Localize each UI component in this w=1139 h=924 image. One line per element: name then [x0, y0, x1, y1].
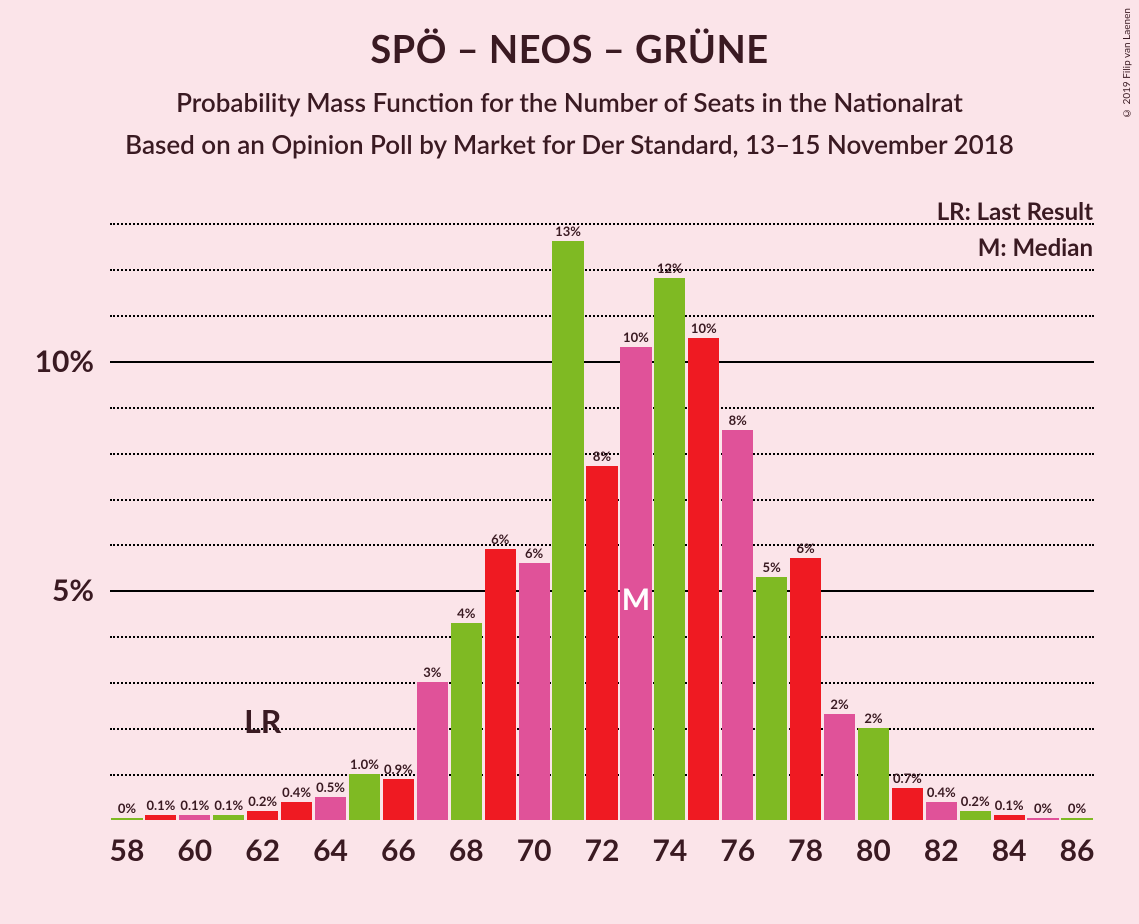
bar: 6% [790, 558, 821, 820]
bar: 2% [858, 728, 889, 820]
bar-value-label: 6% [796, 540, 814, 558]
bar: 5% [756, 577, 787, 820]
bar-value-label: 5% [763, 559, 781, 577]
copyright-text: © 2019 Filip van Laenen [1121, 8, 1133, 119]
bar: 0.1% [994, 815, 1025, 820]
bar: 0% [1027, 818, 1058, 820]
bar-value-label: 10% [691, 320, 717, 338]
bar: 0.4% [281, 802, 312, 820]
x-axis-label: 72 [585, 832, 620, 868]
x-axis-label: 64 [313, 832, 348, 868]
bar-value-label: 0.1% [146, 797, 175, 815]
bar-value-label: 0.7% [893, 770, 922, 788]
bar-value-label: 0% [1068, 800, 1086, 818]
chart-title: SPÖ – NEOS – GRÜNE [0, 0, 1139, 72]
bar-value-label: 6% [525, 545, 543, 563]
bar-value-label: 0.1% [214, 797, 243, 815]
bar: 6% [485, 549, 516, 820]
x-axis-label: 82 [924, 832, 959, 868]
bar: 13% [552, 241, 583, 820]
bar: 0.1% [145, 815, 176, 820]
bar-value-label: 1.0% [350, 756, 379, 774]
x-axis-label: 66 [381, 832, 416, 868]
bar-value-label: 6% [491, 531, 509, 549]
bar-value-label: 13% [555, 223, 581, 241]
x-axis-label: 60 [177, 832, 212, 868]
bar-value-label: 0.4% [282, 784, 311, 802]
annotation-last-result: LR [244, 701, 281, 740]
bar-value-label: 3% [423, 664, 441, 682]
annotation-median: M [622, 581, 650, 617]
x-axis-label: 78 [788, 832, 823, 868]
chart-plot-area: 0%0.1%0.1%0.1%0.2%0.4%0.5%1.0%0.9%3%4%6%… [110, 200, 1094, 820]
x-axis-label: 68 [449, 832, 484, 868]
bar-value-label: 2% [864, 710, 882, 728]
bar-value-label: 2% [830, 696, 848, 714]
y-axis-label: 10% [35, 343, 94, 379]
bar-value-label: 4% [457, 605, 475, 623]
bar: 0.1% [213, 815, 244, 820]
chart-subtitle-1: Probability Mass Function for the Number… [0, 72, 1139, 118]
bar: 3% [417, 682, 448, 820]
x-axis-label: 86 [1060, 832, 1095, 868]
bar: 1.0% [349, 774, 380, 820]
bar-value-label: 0.1% [180, 797, 209, 815]
bar: 0.2% [960, 811, 991, 820]
x-axis-label: 70 [517, 832, 552, 868]
x-axis-label: 58 [110, 832, 145, 868]
x-axis-label: 84 [992, 832, 1027, 868]
bar: 0.5% [315, 797, 346, 820]
bar: 0.4% [926, 802, 957, 820]
x-axis-label: 80 [856, 832, 891, 868]
bar: 10% [688, 338, 719, 820]
bar: 4% [451, 623, 482, 820]
bar: 0% [111, 818, 142, 820]
bar: 0.1% [179, 815, 210, 820]
bar-value-label: 0.2% [961, 793, 990, 811]
bar: 6% [519, 563, 550, 820]
bar-value-label: 10% [623, 329, 649, 347]
y-axis-label: 5% [52, 572, 94, 608]
bar-value-label: 0.1% [995, 797, 1024, 815]
bar: 12% [654, 278, 685, 820]
bar: 8% [586, 466, 617, 820]
bar-value-label: 0% [1034, 800, 1052, 818]
x-axis-label: 74 [652, 832, 687, 868]
bar-value-label: 0% [118, 800, 136, 818]
bar: 0% [1061, 818, 1092, 820]
bar: 0.7% [892, 788, 923, 820]
x-axis-label: 76 [720, 832, 755, 868]
bar: 2% [824, 714, 855, 820]
bar-value-label: 0.2% [248, 793, 277, 811]
bar-value-label: 0.4% [927, 784, 956, 802]
bar-value-label: 8% [593, 448, 611, 466]
bar-value-label: 0.9% [384, 761, 413, 779]
bar: 8% [722, 430, 753, 820]
bar-value-label: 8% [729, 412, 747, 430]
chart-subtitle-2: Based on an Opinion Poll by Market for D… [0, 118, 1139, 160]
bar-value-label: 12% [657, 260, 683, 278]
bar: 0.9% [383, 779, 414, 820]
bar: 0.2% [247, 811, 278, 820]
x-axis-label: 62 [245, 832, 280, 868]
bar-value-label: 0.5% [316, 779, 345, 797]
